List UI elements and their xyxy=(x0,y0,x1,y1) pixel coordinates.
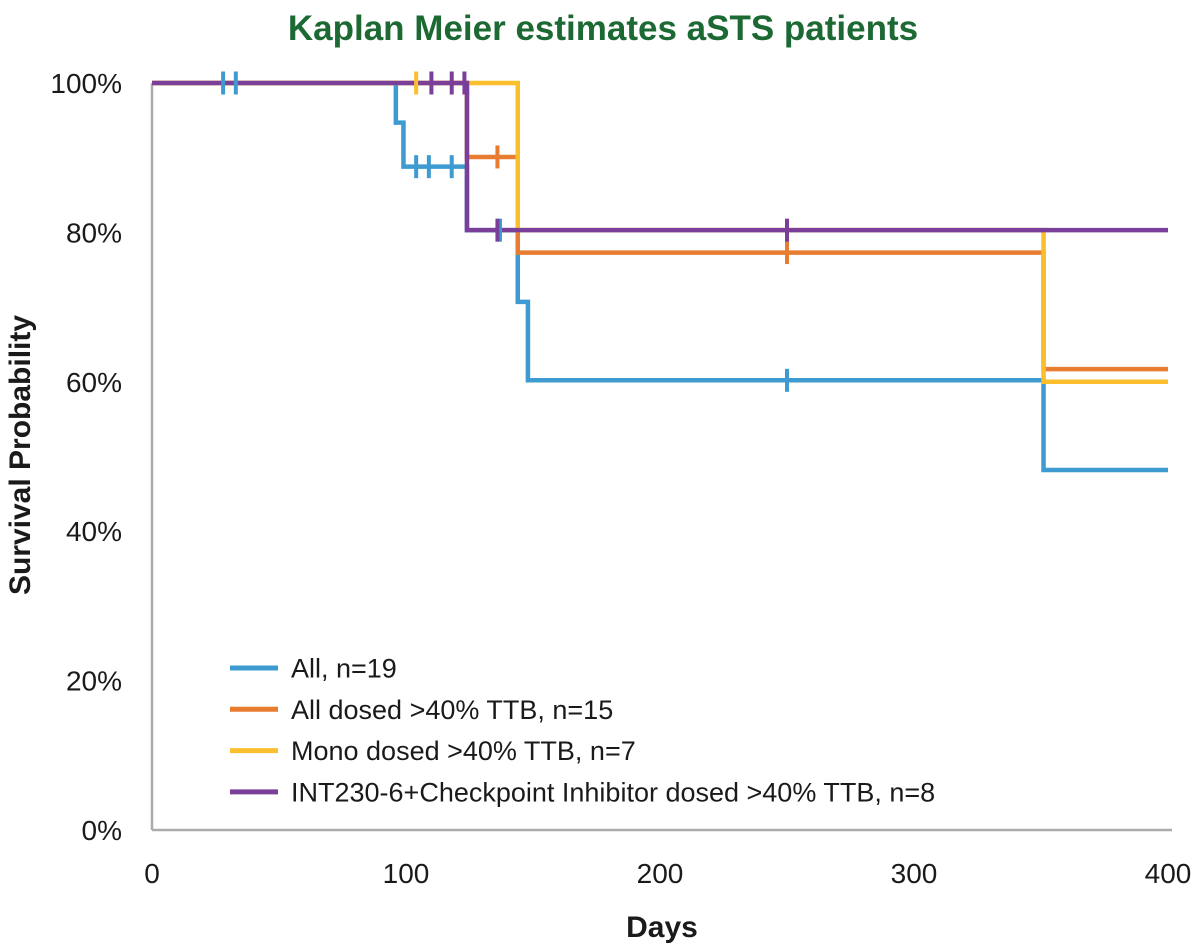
y-tick-label: 0% xyxy=(82,815,122,846)
legend-item: All dosed >40% TTB, n=15 xyxy=(230,695,613,725)
y-tick-label: 100% xyxy=(50,68,122,99)
chart-title: Kaplan Meier estimates aSTS patients xyxy=(288,9,918,48)
series-line-0 xyxy=(152,80,1168,473)
legend-item-label: All dosed >40% TTB, n=15 xyxy=(291,695,613,725)
y-tick-label: 40% xyxy=(66,516,122,547)
legend: All, n=19 All dosed >40% TTB, n=15 Mono do… xyxy=(230,654,935,807)
censor-ticks xyxy=(221,71,789,392)
x-tick-label: 100 xyxy=(383,858,430,889)
legend-item-label: Mono dosed >40% TTB, n=7 xyxy=(291,736,636,766)
legend-item: Mono dosed >40% TTB, n=7 xyxy=(230,736,636,766)
legend-item: All, n=19 xyxy=(230,654,397,684)
survival-curves xyxy=(152,80,1168,473)
legend-item-label: All, n=19 xyxy=(291,654,397,684)
axis-tick-labels: 0% 20% 40% 60% 80% 100% 0 100 200 300 400 xyxy=(50,68,1191,889)
x-tick-label: 200 xyxy=(637,858,684,889)
x-tick-label: 0 xyxy=(144,858,160,889)
series-line-3 xyxy=(152,80,1168,233)
axes xyxy=(150,83,1172,832)
x-axis-title: Days xyxy=(626,911,698,944)
x-tick-label: 300 xyxy=(891,858,938,889)
y-axis-title: Survival Probability xyxy=(4,315,37,595)
series-line-1 xyxy=(152,80,1168,372)
legend-item-label: INT230-6+Checkpoint Inhibitor dosed >40%… xyxy=(291,777,935,807)
x-tick-label: 400 xyxy=(1145,858,1192,889)
y-tick-label: 20% xyxy=(66,666,122,697)
y-tick-label: 80% xyxy=(66,217,122,248)
legend-item: INT230-6+Checkpoint Inhibitor dosed >40%… xyxy=(230,777,935,807)
y-tick-label: 60% xyxy=(66,367,122,398)
